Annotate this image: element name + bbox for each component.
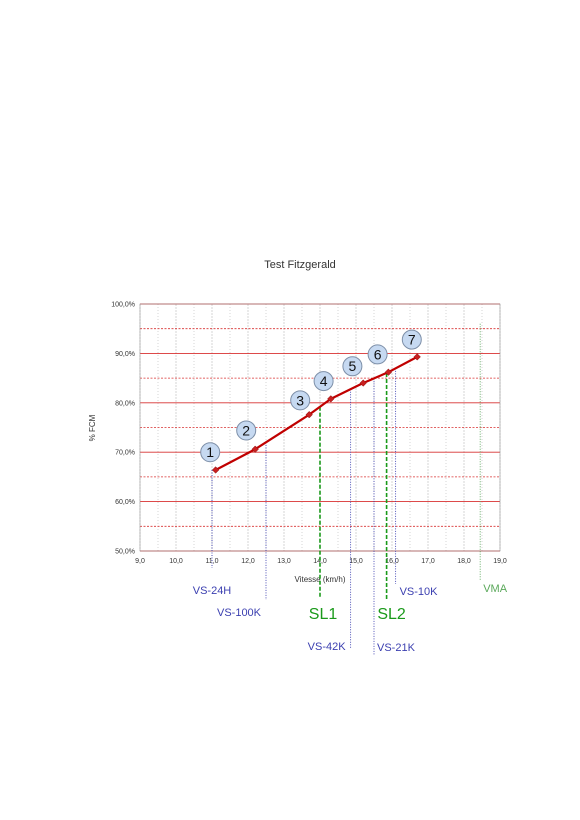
reference-label-vs-10k: VS-10K xyxy=(400,586,439,598)
chart-title: Test Fitzgerald xyxy=(264,259,336,271)
y-axis-label: % FCM xyxy=(88,414,97,441)
data-point xyxy=(359,379,367,387)
point-label-number: 6 xyxy=(374,346,382,362)
x-tick-label: 10,0 xyxy=(169,558,183,565)
x-tick-label: 18,0 xyxy=(457,558,471,565)
point-label-number: 5 xyxy=(349,358,357,374)
y-tick-label: 60,0% xyxy=(115,499,135,506)
y-tick-label: 90,0% xyxy=(115,351,135,358)
x-tick-label: 9,0 xyxy=(135,558,145,565)
data-point xyxy=(211,466,220,474)
point-label-3: 3 xyxy=(290,390,311,411)
point-label-number: 1 xyxy=(206,444,214,460)
point-label-circle xyxy=(367,344,388,365)
point-label-5: 5 xyxy=(342,356,363,377)
x-tick-label: 11,0 xyxy=(205,558,218,565)
reference-label-vs-42k: VS-42K xyxy=(308,641,347,653)
point-label-circle xyxy=(313,371,334,392)
x-axis-label: Vitesse (km/h) xyxy=(295,575,346,584)
data-point xyxy=(251,445,259,453)
x-tick-label: 14,0 xyxy=(313,558,327,565)
point-label-circle xyxy=(200,442,221,463)
point-label-circle xyxy=(290,390,311,411)
point-label-number: 3 xyxy=(296,392,304,408)
reference-label-sl1: SL1 xyxy=(309,606,338,623)
data-point xyxy=(327,395,335,403)
reference-label-vma: VMA xyxy=(483,583,508,595)
point-label-circle xyxy=(236,420,257,441)
x-tick-label: 16,0 xyxy=(385,558,399,565)
y-tick-label: 80,0% xyxy=(115,400,135,407)
y-tick-label: 100,0% xyxy=(111,302,135,309)
point-label-4: 4 xyxy=(313,371,334,392)
x-tick-label: 13,0 xyxy=(277,558,291,565)
point-label-circle xyxy=(401,329,422,350)
point-label-number: 2 xyxy=(242,422,250,438)
y-tick-label: 70,0% xyxy=(115,450,135,457)
reference-label-vs-21k: VS-21K xyxy=(377,642,416,654)
x-tick-label: 19,0 xyxy=(493,558,507,565)
data-point xyxy=(384,368,393,376)
y-tick-label: 50,0% xyxy=(115,549,135,556)
reference-label-vs-100k: VS-100K xyxy=(217,607,262,619)
point-label-number: 7 xyxy=(408,332,416,348)
data-point xyxy=(413,353,421,361)
x-tick-label: 17,0 xyxy=(421,558,435,565)
x-tick-label: 15,0 xyxy=(349,558,363,565)
point-label-6: 6 xyxy=(367,344,388,365)
reference-lines: VS-24H VS-100K SL1 VS-42K SL2 VS-21K VS-10K VMA xyxy=(193,323,508,655)
reference-label-sl2: SL2 xyxy=(377,606,406,623)
point-label-circle xyxy=(342,356,363,377)
point-label-7: 7 xyxy=(401,329,422,350)
point-label-2: 2 xyxy=(236,420,257,441)
x-tick-label: 12,0 xyxy=(241,558,255,565)
reference-label-vs-24h: VS-24H xyxy=(193,585,232,597)
point-label-1: 1 xyxy=(200,442,221,463)
data-point xyxy=(305,411,313,419)
point-label-number: 4 xyxy=(320,373,328,389)
